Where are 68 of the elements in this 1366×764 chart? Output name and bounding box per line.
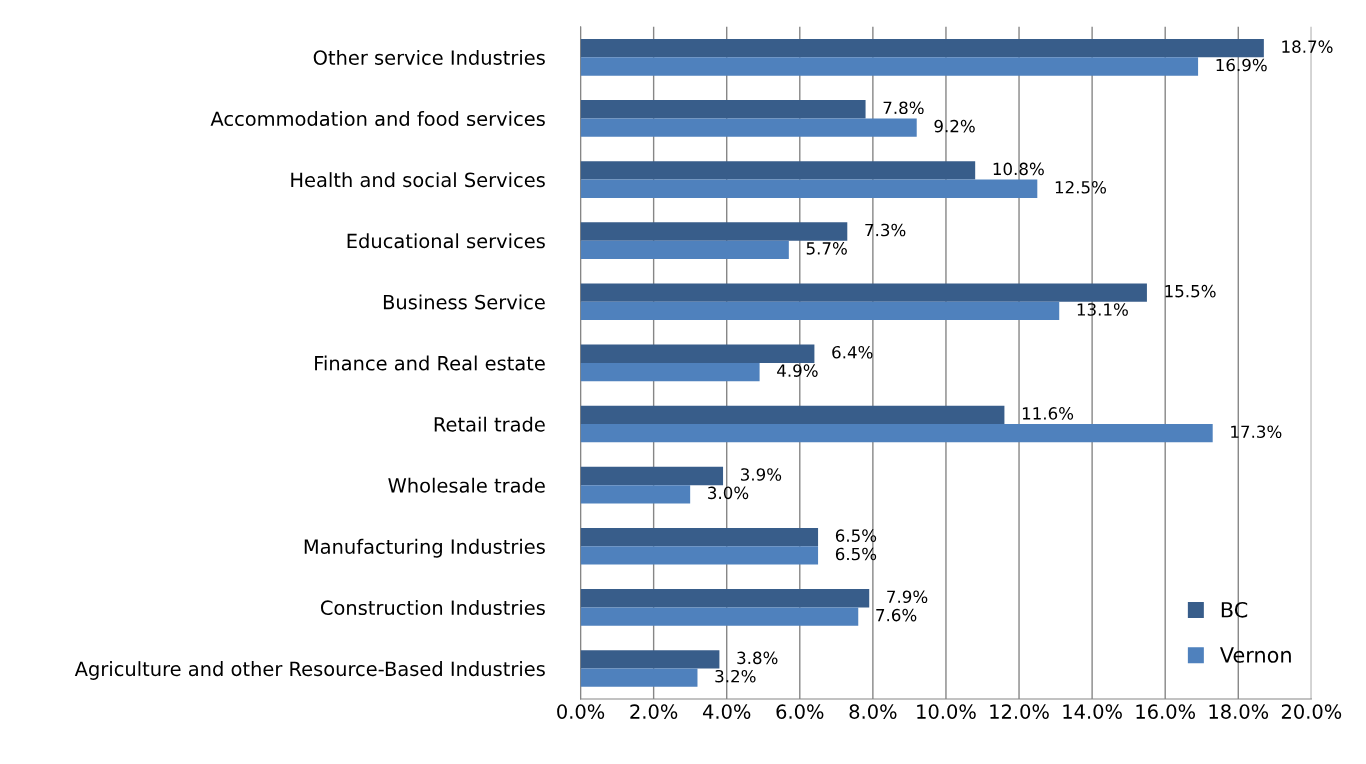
x-tick-label: 10.0% [917, 704, 976, 719]
y-tick-label: Educational services [347, 233, 545, 249]
bar [580, 222, 848, 241]
data-label: 18.7% [1282, 40, 1333, 53]
x-tick-label: 4.0% [702, 704, 751, 719]
data-label: 12.5% [1055, 180, 1106, 194]
y-tick-label: Accommodation and food services [210, 111, 545, 127]
legend-label: Vernon [1219, 647, 1291, 663]
data-label: 15.5% [1165, 284, 1216, 298]
data-label: 7.8% [883, 101, 924, 115]
bar [580, 527, 819, 547]
data-label: 3.9% [741, 468, 782, 481]
y-tick-label: Finance and Real estate [315, 355, 545, 371]
data-label: 7.3% [865, 223, 906, 237]
data-label: 7.9% [887, 590, 928, 604]
y-tick-label: Manufacturing Industries [304, 538, 545, 558]
bar [580, 668, 698, 687]
bar [580, 240, 789, 259]
bar [580, 485, 691, 504]
bar [580, 301, 1060, 321]
data-label: 13.1% [1077, 303, 1128, 316]
data-label: 11.6% [1022, 407, 1074, 420]
x-tick-label: 12.0% [990, 704, 1049, 719]
data-label: 3.0% [708, 486, 749, 500]
bar [580, 607, 859, 626]
bar [580, 466, 724, 486]
data-label: 16.9% [1216, 58, 1267, 72]
y-tick-label: Health and social Services [291, 172, 545, 188]
x-tick-label: 2.0% [630, 704, 678, 719]
bar [580, 57, 1199, 76]
y-tick-label: Business Service [383, 294, 545, 310]
bar [580, 424, 1213, 443]
data-label: 5.7% [806, 242, 847, 255]
bar [580, 38, 1264, 58]
y-tick-label: Agriculture and other Resource-Based Industries [74, 661, 545, 680]
data-label: 6.5% [835, 529, 877, 542]
y-tick-label: Other service Industries [313, 49, 545, 65]
bar [580, 100, 866, 119]
bar [580, 405, 1005, 425]
legend-label: BC [1221, 601, 1248, 618]
bar [580, 118, 917, 137]
x-tick-label: 8.0% [849, 704, 897, 719]
x-tick-label: 6.0% [776, 704, 824, 719]
y-tick-label: Construction Industries [320, 599, 545, 616]
bar [580, 283, 1147, 302]
data-label: 7.6% [876, 608, 917, 622]
data-label: 6.4% [832, 345, 873, 359]
x-tick-label: 14.0% [1063, 704, 1122, 719]
data-label: 9.2% [934, 119, 975, 133]
bar [580, 344, 815, 363]
y-tick-label: Wholesale trade [388, 477, 545, 493]
bar [580, 179, 1038, 198]
y-tick-label: Retail trade [434, 416, 545, 432]
bar [580, 546, 819, 565]
data-label: 3.2% [715, 669, 756, 683]
x-tick-label: 20.0% [1281, 704, 1342, 719]
bar [580, 161, 976, 180]
x-tick-label: 0.0% [557, 704, 605, 719]
data-label: 3.8% [737, 651, 778, 665]
data-label: 6.5% [835, 547, 877, 561]
data-label: 17.3% [1231, 425, 1282, 439]
bar [580, 650, 720, 669]
x-tick-label: 16.0% [1136, 704, 1196, 719]
data-label: 4.9% [777, 364, 818, 377]
data-label: 10.8% [993, 162, 1044, 176]
x-tick-label: 18.0% [1209, 704, 1269, 719]
bar [580, 589, 870, 608]
bar [580, 362, 760, 382]
